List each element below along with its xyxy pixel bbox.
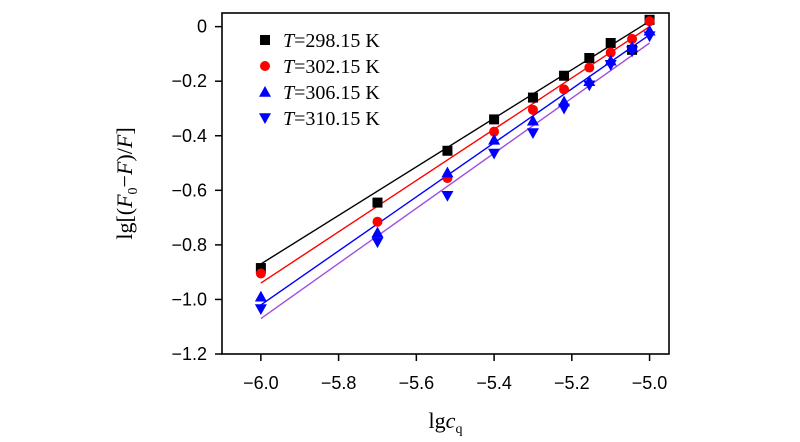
y-tick-label: 0 bbox=[197, 17, 207, 37]
x-tick-label: −5.4 bbox=[476, 373, 512, 393]
data-point bbox=[255, 268, 266, 279]
y-axis-title-f2: F bbox=[112, 161, 137, 176]
data-point bbox=[627, 33, 638, 44]
legend-label-var: T bbox=[283, 30, 296, 52]
data-point bbox=[489, 126, 500, 137]
x-tick-label: −5.8 bbox=[321, 373, 357, 393]
legend-label-rest: =310.15 K bbox=[294, 108, 380, 130]
data-point bbox=[559, 84, 570, 95]
data-point bbox=[488, 133, 501, 145]
data-point bbox=[371, 237, 384, 249]
data-point bbox=[442, 145, 453, 156]
data-point bbox=[371, 226, 384, 238]
data-point bbox=[259, 86, 271, 97]
data-point bbox=[488, 148, 501, 160]
data-point bbox=[583, 80, 596, 92]
legend-label: T=302.15 K bbox=[283, 56, 380, 78]
legend-label-var: T bbox=[283, 108, 296, 130]
y-tick-label: −0.2 bbox=[171, 71, 207, 91]
data-point bbox=[558, 103, 571, 115]
data-point bbox=[372, 197, 383, 208]
legend-label-var: T bbox=[283, 82, 296, 104]
fit-line bbox=[260, 42, 650, 320]
x-tick-label: −5.6 bbox=[399, 373, 435, 393]
data-point bbox=[372, 216, 383, 227]
data-point bbox=[526, 128, 539, 140]
x-tick-label: −5.0 bbox=[632, 373, 668, 393]
x-tick-label: −5.2 bbox=[554, 373, 590, 393]
legend-label-rest: =306.15 K bbox=[294, 82, 380, 104]
axis-ticks: −6.0 −5.8 −5.6 −5.4 −5.2 −5.0 0 −0.2 −0.4 −0.6 −0.… bbox=[171, 17, 667, 393]
data-point bbox=[644, 16, 655, 27]
y-axis-title-f1: F bbox=[112, 194, 137, 209]
data-point bbox=[584, 62, 595, 73]
y-tick-label: −1.2 bbox=[171, 344, 207, 364]
y-axis-title-f3: F bbox=[112, 134, 137, 149]
y-tick-label: −0.6 bbox=[171, 180, 207, 200]
data-point bbox=[441, 166, 454, 178]
legend-entry: T=298.15 K bbox=[260, 30, 380, 52]
x-axis-title: lgcq bbox=[429, 408, 463, 437]
legend-label-rest: =302.15 K bbox=[294, 56, 380, 78]
x-axis-title-sub: q bbox=[455, 422, 462, 437]
data-point bbox=[643, 31, 656, 43]
y-axis-title-close: )/ bbox=[112, 147, 137, 161]
legend-label-var: T bbox=[283, 56, 296, 78]
data-point bbox=[254, 290, 267, 302]
fit-line bbox=[260, 34, 650, 306]
x-tick-label: −6.0 bbox=[243, 373, 279, 393]
data-point bbox=[489, 114, 500, 125]
data-point bbox=[605, 47, 616, 58]
data-point bbox=[260, 35, 270, 45]
y-axis-title-minus: − bbox=[112, 175, 137, 187]
data-point bbox=[254, 304, 267, 315]
x-axis-title-var: c bbox=[446, 408, 456, 433]
y-axis-title-end: ] bbox=[112, 127, 137, 134]
data-point bbox=[526, 114, 539, 126]
data-point bbox=[260, 61, 270, 71]
data-point bbox=[441, 190, 454, 202]
legend-entry: T=306.15 K bbox=[259, 82, 380, 104]
legend-label: T=310.15 K bbox=[283, 108, 380, 130]
data-point bbox=[559, 70, 570, 81]
data-point bbox=[259, 113, 271, 124]
y-axis-title: lg[(F0−F)/F] bbox=[112, 127, 141, 239]
data-point bbox=[604, 60, 617, 71]
data-point bbox=[527, 92, 538, 103]
data-points bbox=[254, 14, 656, 315]
legend-label: T=306.15 K bbox=[283, 82, 380, 104]
y-tick-label: −0.8 bbox=[171, 235, 207, 255]
plot-frame bbox=[221, 12, 670, 355]
legend: T=298.15 KT=302.15 KT=306.15 KT=310.15 K bbox=[259, 30, 380, 130]
y-tick-label: −1.0 bbox=[171, 289, 207, 309]
data-point bbox=[605, 38, 616, 49]
y-axis-title-open: lg[( bbox=[112, 208, 137, 240]
legend-entry: T=310.15 K bbox=[259, 108, 380, 130]
legend-label: T=298.15 K bbox=[283, 30, 380, 52]
data-point bbox=[527, 104, 538, 115]
data-point bbox=[584, 53, 595, 64]
x-axis-title-main: lg bbox=[429, 408, 446, 433]
legend-entry: T=302.15 K bbox=[260, 56, 380, 78]
data-point bbox=[626, 46, 639, 58]
y-tick-label: −0.4 bbox=[171, 126, 207, 146]
legend-label-rest: =298.15 K bbox=[294, 30, 380, 52]
y-axis-title-sub: 0 bbox=[126, 187, 141, 194]
data-point bbox=[255, 263, 266, 274]
